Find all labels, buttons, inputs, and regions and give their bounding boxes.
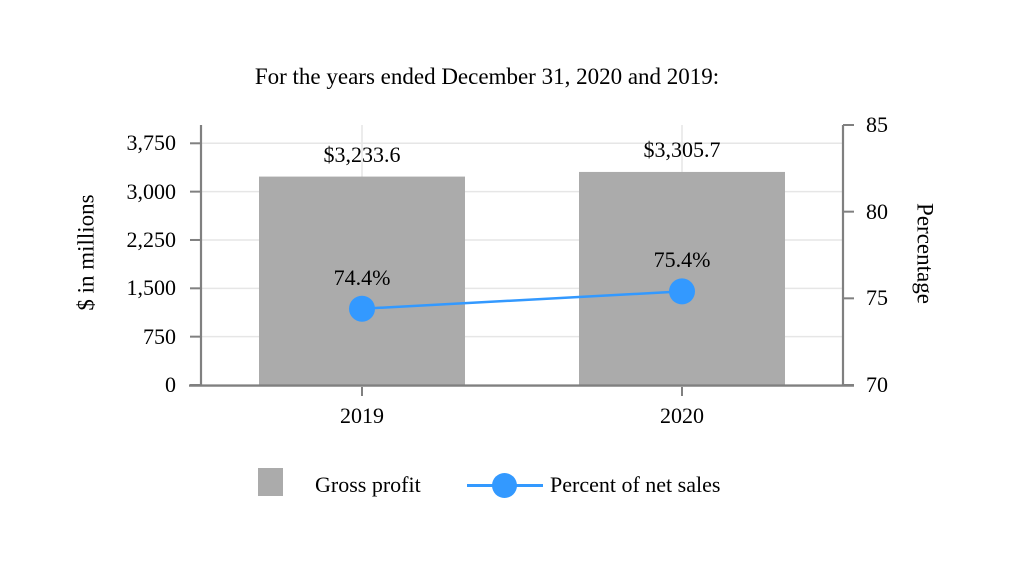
right-axis-tick-label: 80 — [866, 198, 888, 224]
left-axis-tick-label: 1,500 — [126, 275, 177, 301]
percent-marker-2020 — [669, 278, 695, 305]
bar-value-label: $3,233.6 — [323, 141, 401, 167]
chart-title: For the years ended December 31, 2020 an… — [254, 64, 720, 89]
percent-value-label: 75.4% — [653, 247, 711, 273]
left-axis-tick-label: 0 — [165, 372, 176, 397]
left-axis-tick-label: 3,750 — [126, 130, 177, 156]
left-axis-tick-label: 750 — [143, 323, 176, 349]
percent-marker-2019 — [349, 295, 375, 322]
left-axis-tick-label: 3,000 — [126, 178, 177, 204]
right-axis-tick-label: 85 — [866, 112, 888, 137]
x-axis-category-label: 2019 — [340, 403, 384, 428]
x-axis-category-label: 2020 — [660, 403, 704, 428]
percent-line — [361, 290, 683, 310]
gross-profit-bar-2019 — [259, 176, 465, 386]
left-axis-tick-label: 2,250 — [126, 226, 177, 252]
right-axis-tick-label: 70 — [866, 372, 888, 397]
percent-value-label: 74.4% — [333, 264, 391, 290]
bar-value-label: $3,305.7 — [643, 136, 721, 162]
right-axis-tick-label: 75 — [866, 285, 888, 311]
